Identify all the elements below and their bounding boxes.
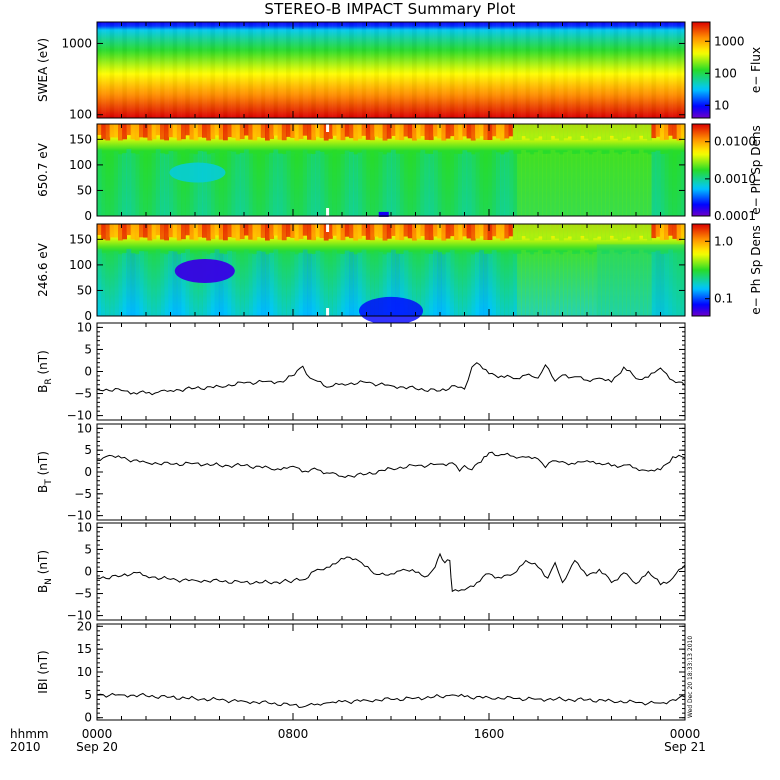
y-tick-label: 0 — [84, 365, 92, 379]
panel-frame — [96, 522, 686, 621]
x-tick-label: 0800 — [278, 727, 309, 741]
y-axis-label: IBI (nT) — [36, 650, 50, 693]
x-tick-date-label: Sep 20 — [76, 740, 118, 754]
y-tick-label: −5 — [74, 387, 92, 401]
y-tick-label: 10 — [77, 665, 92, 679]
y-tick-label: 1000 — [61, 36, 92, 50]
line-panel-5: −10 −5 0 5 10 BN (nT) — [36, 520, 686, 623]
line-panel-6: 0 5 10 15 20 IBI (nT) — [36, 619, 686, 725]
time-format-label: hhmm — [10, 727, 49, 741]
y-tick-label: 150 — [69, 132, 92, 146]
y-tick-label: 5 — [84, 443, 92, 457]
colorbar-label: e− Flux — [749, 47, 763, 93]
y-tick-label: 5 — [84, 688, 92, 702]
line-panel-4: −10 −5 0 5 10 BT (nT) — [36, 421, 686, 523]
y-tick-label: −10 — [67, 609, 92, 623]
data-line — [96, 552, 686, 593]
y-tick-label: 5 — [84, 542, 92, 556]
x-tick-date-label: Sep 21 — [664, 740, 706, 754]
y-tick-label: 0 — [84, 465, 92, 479]
y-axis-label: BR (nT) — [36, 350, 54, 393]
year-label: 2010 — [10, 740, 41, 754]
x-tick-label: 0000 — [670, 727, 701, 741]
colorbar-tick-label: 0.1 — [714, 292, 733, 306]
data-line — [96, 451, 686, 478]
colorbar — [691, 123, 711, 217]
y-tick-label: 0 — [84, 209, 92, 223]
y-axis-label: BT (nT) — [36, 451, 54, 493]
y-axis-label: 246.6 eV — [36, 242, 50, 297]
y-tick-label: 0 — [84, 565, 92, 579]
y-tick-label: −10 — [67, 409, 92, 423]
colorbar-tick-label: 0.0001 — [714, 209, 756, 223]
colorbar-tick-label: 100 — [714, 66, 737, 80]
data-line — [96, 362, 686, 396]
y-tick-label: 0 — [84, 309, 92, 323]
colorbar — [691, 21, 711, 119]
colorbar-tick-label: 10 — [714, 98, 729, 112]
y-tick-label: −5 — [74, 587, 92, 601]
y-tick-label: 100 — [69, 158, 92, 172]
colorbar-label: e− Ph Sp Dens — [749, 225, 763, 314]
x-tick-label: 0000 — [82, 727, 113, 741]
spectrogram-panel-2: 0 50 100 150 246.6 eV 0.1 1.0 e− Ph Sp Dens — [36, 223, 763, 325]
y-tick-label: 5 — [84, 342, 92, 356]
y-axis-label: SWEA (eV) — [36, 38, 50, 102]
y-tick-label: 10 — [77, 421, 92, 435]
y-tick-label: 10 — [77, 320, 92, 334]
y-tick-label: 150 — [69, 232, 92, 246]
colorbar — [691, 223, 711, 317]
panel-frame — [96, 623, 686, 721]
spectrogram-image — [97, 22, 685, 118]
y-tick-label: 20 — [77, 619, 92, 633]
colorbar-tick-label: 1000 — [714, 34, 745, 48]
y-tick-label: 50 — [77, 183, 92, 197]
y-tick-label: 100 — [69, 108, 92, 122]
y-axis-label: 650.7 eV — [36, 142, 50, 197]
y-tick-label: 100 — [69, 258, 92, 272]
spectrogram-panel-0: 100 1000 SWEA (eV) 10 100 1000 e− Flux — [36, 21, 763, 122]
colorbar-tick-label: 1.0 — [714, 234, 733, 248]
panel-frame — [96, 322, 686, 421]
panel-frame — [96, 423, 686, 521]
y-tick-label: 50 — [77, 283, 92, 297]
generation-timestamp: Wed Dec 20 18:33:13 2010 — [687, 636, 694, 718]
data-line — [96, 692, 686, 709]
chart-title: STEREO-B IMPACT Summary Plot — [264, 0, 516, 18]
line-panel-3: −10 −5 0 5 10 BR (nT) — [36, 320, 686, 423]
y-tick-label: 10 — [77, 520, 92, 534]
y-tick-label: 0 — [84, 711, 92, 725]
colorbar-tick-label: 0.0100 — [714, 135, 756, 149]
y-tick-label: −10 — [67, 509, 92, 523]
y-tick-label: 15 — [77, 642, 92, 656]
x-tick-label: 1600 — [474, 727, 505, 741]
y-tick-label: −5 — [74, 487, 92, 501]
colorbar-label: e− Ph Sp Dens — [749, 125, 763, 214]
y-axis-label: BN (nT) — [36, 550, 54, 593]
colorbar-tick-label: 0.0010 — [714, 172, 756, 186]
